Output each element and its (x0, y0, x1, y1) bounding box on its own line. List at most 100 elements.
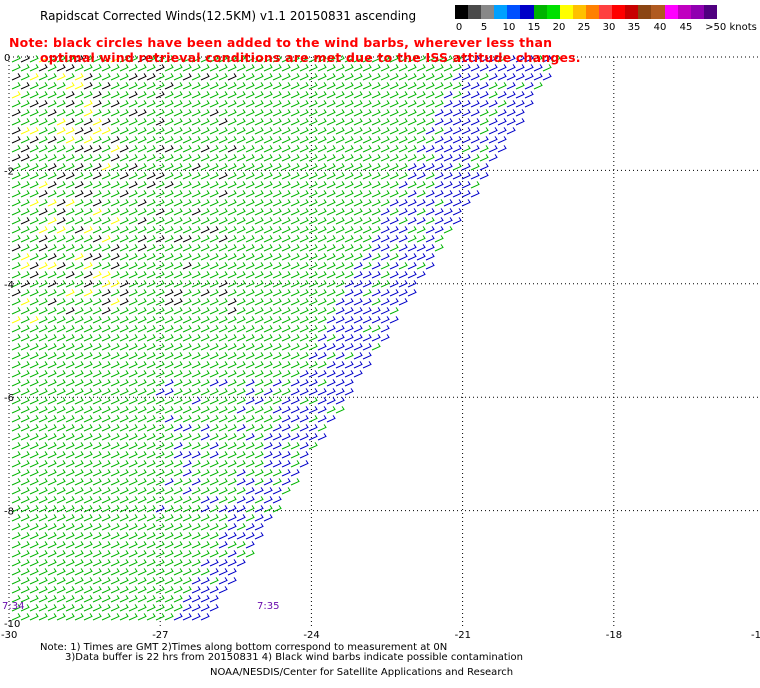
wind-barb (227, 73, 237, 81)
wind-barb (227, 64, 237, 72)
wind-barb (407, 280, 417, 288)
wind-barb (272, 109, 282, 117)
wind-barb (272, 487, 282, 495)
wind-barb (452, 208, 462, 216)
wind-barb (452, 217, 462, 225)
wind-barb (119, 370, 129, 378)
wind-barb (290, 208, 300, 216)
wind-barb (173, 217, 183, 225)
wind-barb (200, 586, 210, 594)
wind-barb (119, 550, 129, 558)
wind-barb (200, 460, 210, 468)
wind-barb (56, 127, 66, 135)
wind-barb (434, 118, 444, 126)
wind-barb (164, 415, 174, 423)
wind-barb (92, 514, 102, 522)
wind-barb (74, 334, 84, 342)
wind-barb (92, 163, 102, 171)
wind-barb (272, 415, 282, 423)
wind-barb (389, 271, 399, 279)
wind-barb (218, 496, 228, 504)
wind-barb (443, 190, 453, 198)
wind-barb (416, 253, 426, 261)
wind-barb (38, 316, 48, 324)
wind-barb (191, 604, 201, 612)
wind-barb (254, 280, 264, 288)
wind-barb (245, 100, 255, 108)
wind-barb (398, 73, 408, 81)
wind-barb (389, 136, 399, 144)
wind-barb (254, 118, 264, 126)
wind-barb (344, 91, 354, 99)
wind-barb (218, 586, 228, 594)
wind-barb (101, 298, 111, 306)
wind-barb (146, 478, 156, 486)
wind-barb (308, 280, 318, 288)
colorbar-swatch (625, 5, 639, 19)
wind-barb (254, 442, 264, 450)
wind-barb (317, 145, 327, 153)
wind-barb (326, 235, 336, 243)
wind-barb (326, 145, 336, 153)
product-title: Rapidscat Corrected Winds(12.5KM) v1.1 2… (40, 9, 417, 23)
wind-barb (254, 109, 264, 117)
wind-barb (272, 235, 282, 243)
wind-barb (245, 478, 255, 486)
wind-barb (362, 55, 372, 63)
wind-barb (128, 55, 138, 63)
wind-barb (92, 613, 102, 621)
wind-barb (245, 217, 255, 225)
wind-barb (317, 217, 327, 225)
wind-barb (335, 370, 345, 378)
wind-barb (218, 487, 228, 495)
wind-barb (227, 181, 237, 189)
wind-barb (326, 217, 336, 225)
wind-barb (137, 154, 147, 162)
wind-barb (227, 505, 237, 513)
wind-barb (227, 451, 237, 459)
wind-barb (218, 361, 228, 369)
wind-barb (83, 154, 93, 162)
wind-barb (110, 244, 120, 252)
wind-barb (317, 235, 327, 243)
wind-barb (236, 460, 246, 468)
wind-barb (245, 361, 255, 369)
wind-barb (101, 451, 111, 459)
wind-barb (182, 199, 192, 207)
wind-barb (74, 361, 84, 369)
colorbar-swatch (507, 5, 521, 19)
wind-barb (353, 91, 363, 99)
wind-barb (173, 244, 183, 252)
wind-barb (146, 568, 156, 576)
wind-barb (263, 271, 273, 279)
wind-barb (29, 343, 39, 351)
wind-barb (380, 190, 390, 198)
wind-barb (38, 595, 48, 603)
wind-barb (236, 91, 246, 99)
wind-barb (56, 262, 66, 270)
wind-barb (119, 289, 129, 297)
wind-barb (299, 433, 309, 441)
wind-barb (209, 235, 219, 243)
wind-barb (47, 550, 57, 558)
wind-barb (65, 73, 75, 81)
wind-barb (29, 118, 39, 126)
wind-barb (29, 487, 39, 495)
wind-barb (155, 469, 165, 477)
wind-barb (74, 127, 84, 135)
wind-barb (380, 271, 390, 279)
wind-barb (263, 55, 273, 63)
wind-barb (164, 559, 174, 567)
wind-barb (146, 91, 156, 99)
wind-barb (128, 388, 138, 396)
wind-barb (128, 595, 138, 603)
wind-barb (20, 73, 30, 81)
wind-barb (227, 370, 237, 378)
wind-barb (236, 289, 246, 297)
wind-barb (83, 307, 93, 315)
wind-barb (443, 145, 453, 153)
wind-barb (65, 595, 75, 603)
wind-barb (272, 334, 282, 342)
wind-barb (290, 199, 300, 207)
wind-barb (335, 118, 345, 126)
